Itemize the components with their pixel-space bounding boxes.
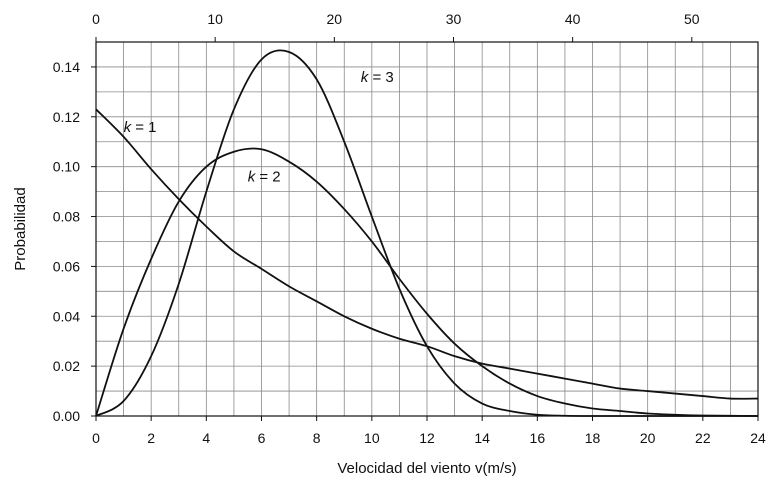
x-tick-label: 4: [202, 430, 210, 446]
x-tick-label: 20: [640, 430, 656, 446]
x-tick-label: 24: [750, 430, 766, 446]
x-tick-label: 10: [364, 430, 380, 446]
curve-label-k3: k = 3: [361, 69, 394, 86]
top-x-tick-label: 0: [92, 11, 100, 27]
x-tick-label: 22: [695, 430, 711, 446]
x-tick-label: 18: [585, 430, 601, 446]
y-tick-label: 0.10: [53, 159, 80, 175]
curve-label-k1: k = 1: [124, 119, 157, 136]
curve-labels: k = 1 k = 2 k = 3: [124, 69, 394, 186]
y-tick-label: 0.02: [53, 358, 80, 374]
top-x-tick-label: 50: [684, 11, 700, 27]
x-tick-label: 2: [147, 430, 155, 446]
x-tick-label: 0: [92, 430, 100, 446]
x-axis-title: Velocidad del viento v(m/s): [337, 460, 516, 477]
x-tick-label: 14: [474, 430, 490, 446]
top-x-tick-label: 40: [565, 11, 581, 27]
y-tick-label: 0.06: [53, 258, 80, 274]
top-x-tick-label: 10: [207, 11, 223, 27]
y-tick-label: 0.14: [53, 59, 80, 75]
plot-frame: [95, 41, 759, 417]
x-tick-label: 16: [530, 430, 546, 446]
grid: [96, 42, 758, 416]
y-axis-title: Probabilidad: [12, 187, 29, 270]
axis-ticks: [91, 37, 759, 421]
x-tick-label: 12: [419, 430, 435, 446]
y-tick-label: 0.12: [53, 109, 80, 125]
x-tick-label: 6: [258, 430, 266, 446]
top-x-tick-label: 20: [327, 11, 343, 27]
x-tick-label: 8: [313, 430, 321, 446]
series-line-k2: [95, 147, 759, 417]
tick-labels: 0 2 4 6 8 10 12 14 16 18 20 22 240.000.020.040.060.0…: [53, 11, 766, 446]
top-x-tick-label: 30: [446, 11, 462, 27]
curve-label-k2: k = 2: [248, 169, 281, 186]
y-tick-label: 0.08: [53, 209, 80, 225]
y-tick-label: 0.00: [53, 408, 80, 424]
y-tick-label: 0.04: [53, 308, 80, 324]
